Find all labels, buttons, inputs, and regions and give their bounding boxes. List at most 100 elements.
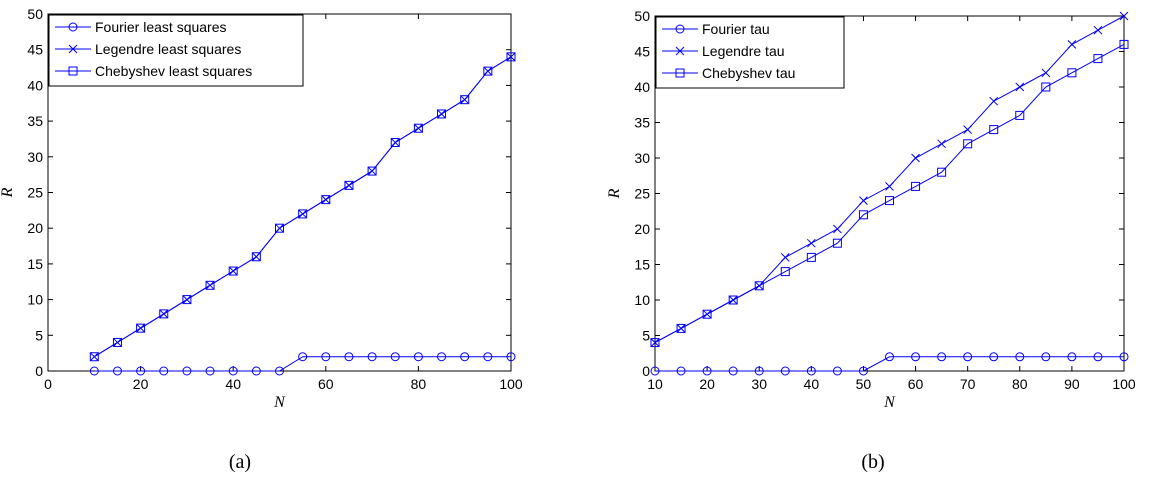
data-point — [832, 238, 842, 248]
data-point — [136, 366, 146, 376]
y-tick-label: 5 — [35, 327, 43, 343]
data-point — [228, 366, 238, 376]
data-point — [1067, 40, 1077, 49]
data-point — [321, 352, 331, 362]
legend-label: Legendre least squares — [95, 41, 241, 57]
x-tick-label: 40 — [225, 376, 241, 392]
data-point — [1067, 352, 1077, 362]
data-point — [937, 352, 947, 362]
data-point — [989, 125, 999, 135]
data-point — [754, 281, 764, 291]
x-tick-label: 60 — [318, 376, 334, 392]
y-tick-label: 30 — [634, 150, 650, 166]
x-tick-label: 60 — [908, 376, 924, 392]
figure-caption: (a) — [229, 451, 251, 473]
data-point — [1093, 25, 1103, 35]
y-tick-label: 35 — [634, 115, 650, 131]
legend-marker — [675, 46, 685, 56]
data-point — [228, 266, 238, 276]
data-point — [833, 224, 842, 234]
data-point — [963, 125, 973, 134]
data-point — [885, 352, 894, 362]
legend-label: Chebyshev tau — [702, 65, 795, 81]
data-point — [460, 95, 470, 105]
series-square — [89, 52, 516, 362]
data-point — [858, 210, 868, 220]
data-point — [483, 352, 493, 362]
data-point — [1015, 110, 1025, 120]
x-tick-label: 20 — [133, 376, 149, 392]
y-tick-label: 0 — [642, 363, 650, 379]
data-point — [702, 309, 712, 319]
series-cross — [89, 52, 516, 362]
data-point — [205, 366, 215, 376]
data-point — [205, 280, 215, 290]
series-line — [94, 56, 512, 358]
x-tick-label: 100 — [1112, 376, 1136, 392]
legend-marker — [675, 68, 685, 78]
y-tick-label: 0 — [35, 363, 43, 379]
y-tick-label: 35 — [27, 113, 43, 129]
data-point — [1119, 352, 1129, 362]
x-tick-label: 10 — [647, 376, 663, 392]
data-point — [1041, 82, 1051, 92]
data-point — [1093, 352, 1103, 362]
data-point — [911, 153, 920, 163]
data-point — [676, 323, 686, 333]
figure-caption: (b) — [861, 451, 884, 473]
data-point — [112, 337, 122, 347]
data-point — [780, 253, 790, 262]
data-point — [858, 366, 868, 376]
data-point — [159, 366, 169, 376]
series-line — [94, 56, 512, 358]
x-axis-label: N — [883, 394, 896, 411]
data-point — [437, 109, 447, 119]
data-point — [321, 195, 331, 205]
data-point — [89, 352, 99, 362]
legend-label: Fourier tau — [702, 21, 770, 37]
data-point — [159, 309, 169, 319]
data-point — [344, 180, 354, 190]
data-point — [275, 223, 284, 233]
x-tick-label: 30 — [751, 376, 767, 392]
data-point — [413, 352, 423, 362]
data-point — [182, 366, 192, 376]
y-tick-label: 10 — [27, 292, 43, 308]
legend-label: Legendre tau — [702, 43, 785, 59]
data-point — [1093, 54, 1103, 64]
x-tick-label: 70 — [960, 376, 976, 392]
data-point — [367, 352, 377, 362]
data-point — [780, 366, 790, 376]
y-axis-label: R — [0, 187, 16, 198]
data-point — [506, 52, 516, 62]
y-tick-label: 50 — [634, 8, 650, 24]
data-point — [460, 352, 470, 362]
data-point — [728, 366, 738, 376]
series-line — [94, 356, 511, 372]
legend-marker — [68, 22, 78, 32]
data-point — [390, 352, 400, 362]
data-point — [1119, 39, 1129, 49]
y-tick-label: 5 — [642, 328, 650, 344]
data-point — [806, 238, 816, 248]
y-tick-label: 30 — [27, 149, 43, 165]
data-point — [89, 366, 99, 376]
y-tick-label: 45 — [634, 44, 650, 60]
series-circle — [89, 352, 516, 376]
y-tick-label: 40 — [27, 77, 43, 93]
y-tick-label: 25 — [27, 185, 43, 201]
x-tick-label: 90 — [1064, 376, 1080, 392]
data-point — [1041, 68, 1051, 78]
data-point — [298, 209, 308, 219]
data-point — [367, 166, 377, 176]
y-tick-label: 15 — [634, 257, 650, 273]
chart-b: 10 20 30 40 50 60 70 80 90 100 0 5 10 15 20 25 30 35 40 45 5… — [606, 8, 1136, 473]
x-tick-label: 80 — [1012, 376, 1028, 392]
x-tick-label: 50 — [856, 376, 872, 392]
data-point — [780, 267, 790, 277]
legend: Fourier tau Legendre tau Chebyshev tau — [655, 16, 845, 89]
data-point — [702, 366, 712, 376]
legend-label: Fourier least squares — [95, 19, 227, 35]
data-point — [885, 182, 894, 191]
